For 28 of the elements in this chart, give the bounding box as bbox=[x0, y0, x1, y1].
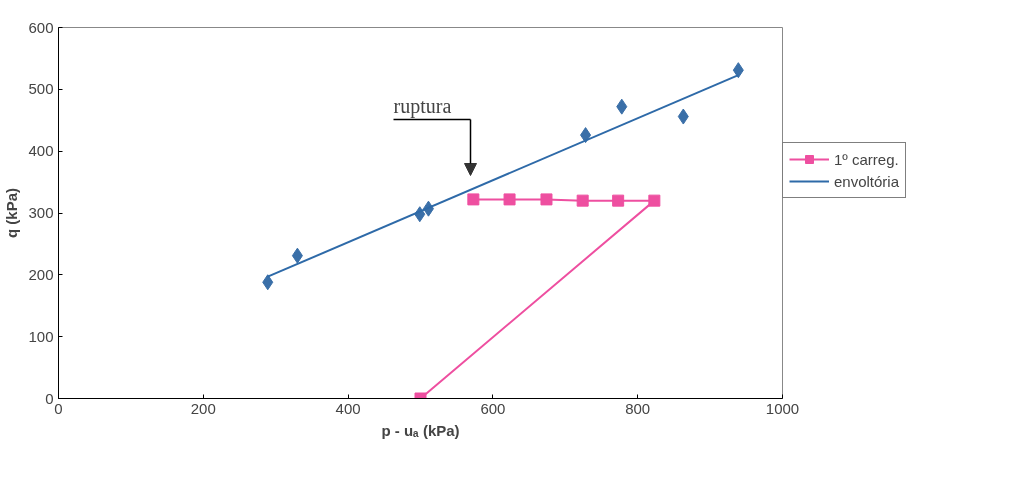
point bbox=[612, 194, 625, 207]
y-tick-label: 500 bbox=[28, 80, 54, 98]
point bbox=[732, 62, 744, 79]
point bbox=[467, 193, 480, 206]
y-axis-title: q (kPa) bbox=[3, 187, 21, 238]
point bbox=[616, 98, 628, 115]
x-tick-label: 400 bbox=[335, 399, 361, 417]
y-tick-label: 400 bbox=[28, 142, 54, 160]
x-tick-label: 800 bbox=[625, 399, 651, 417]
legend-label: 1º carreg. bbox=[834, 150, 899, 168]
point bbox=[580, 127, 592, 144]
y-tick-label: 200 bbox=[28, 265, 54, 283]
point bbox=[503, 193, 516, 206]
point bbox=[540, 193, 553, 206]
x-tick-label: 600 bbox=[480, 399, 506, 417]
y-tick-label: 300 bbox=[28, 204, 54, 221]
point bbox=[648, 194, 661, 207]
point bbox=[262, 274, 274, 291]
annotation: ruptura bbox=[393, 94, 452, 118]
y-tick-label: 600 bbox=[28, 18, 54, 36]
x-axis-title: p - uₐ (kPa) bbox=[381, 421, 460, 439]
x-tick-label: 1000 bbox=[765, 399, 800, 417]
point bbox=[576, 194, 589, 207]
y-tick-label: 100 bbox=[28, 327, 54, 345]
legend-label: envoltória bbox=[834, 172, 900, 190]
x-tick-label: 200 bbox=[190, 399, 216, 417]
point bbox=[677, 108, 689, 125]
point bbox=[291, 247, 303, 264]
